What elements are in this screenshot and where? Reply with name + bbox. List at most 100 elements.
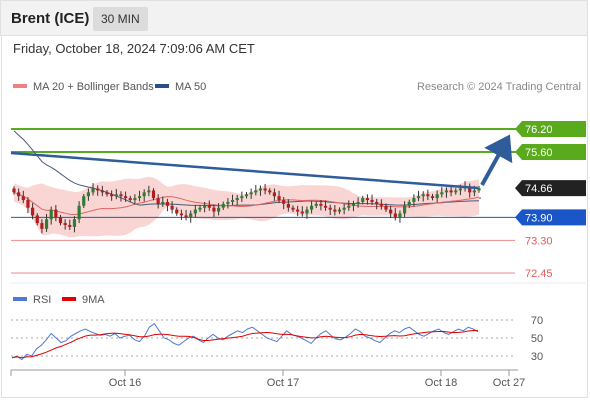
candle (12, 186, 16, 195)
candle (430, 193, 435, 201)
rsi-ma-line (11, 329, 479, 359)
candle (277, 190, 281, 204)
candle (440, 186, 444, 198)
candle (235, 195, 239, 206)
candle (291, 205, 295, 212)
candle (426, 189, 430, 201)
chart-timestamp: Friday, October 18, 2024 7:09:06 AM CET (13, 41, 255, 56)
instrument-title: Brent (ICE) (11, 10, 90, 27)
x-tick-label: Oct 27 (493, 377, 525, 389)
candle (398, 210, 402, 223)
candle (393, 208, 397, 221)
candle (403, 201, 407, 218)
candle (314, 201, 318, 209)
level-label-75-60: 75.60 (515, 144, 586, 161)
bollinger-band-fill (14, 176, 479, 238)
ma50-legend-label: MA 50 (175, 81, 206, 93)
candle (21, 190, 25, 204)
candle (137, 190, 142, 202)
candle (119, 191, 123, 202)
candle (151, 188, 156, 201)
candle (207, 200, 211, 211)
candle (221, 201, 225, 211)
ma50-line (13, 130, 480, 207)
candle (96, 185, 100, 196)
candle (258, 185, 263, 196)
candle (49, 206, 53, 225)
candle (421, 191, 425, 202)
candle (77, 201, 81, 224)
candle (342, 203, 346, 215)
level-value-text: 73.30 (525, 235, 553, 247)
candle (128, 195, 132, 203)
candle (323, 200, 328, 211)
candle (54, 205, 58, 222)
level-value-text: 75.60 (525, 147, 553, 159)
candle (319, 200, 323, 211)
candle (444, 187, 449, 198)
candle (230, 194, 235, 206)
candle (296, 205, 300, 217)
candle (40, 219, 44, 234)
candle (110, 190, 114, 201)
candle (272, 188, 276, 201)
candle (347, 200, 351, 211)
x-tick-label: Oct 17 (267, 377, 299, 389)
candle (58, 215, 63, 226)
candle (361, 195, 365, 205)
candle (389, 205, 393, 219)
level-value-text: 73.90 (525, 212, 553, 224)
candle (193, 205, 197, 218)
candle (268, 188, 272, 195)
rsi-gridlines (11, 319, 515, 357)
candle (217, 203, 221, 216)
rsi-legend-swatch (13, 297, 27, 301)
candle (379, 199, 383, 210)
candle (161, 196, 165, 207)
candle (244, 191, 249, 199)
candle (165, 198, 170, 212)
level-label-73-90: 73.90 (515, 209, 586, 226)
candle (35, 213, 39, 226)
candle (300, 206, 304, 217)
level-value-text: 76.20 (525, 124, 553, 136)
rsi-line (11, 322, 479, 361)
candle (198, 205, 202, 212)
candle (240, 191, 244, 202)
candle (179, 209, 183, 221)
credit-text: Research © 2024 Trading Central (417, 81, 581, 93)
ma20-line (13, 191, 480, 216)
level-label-72-45: 72.45 (525, 268, 553, 280)
candle (365, 194, 369, 205)
candle (26, 196, 30, 214)
candle (189, 210, 193, 223)
candle (477, 185, 481, 193)
candle (124, 191, 128, 202)
candle (407, 199, 411, 209)
rsi-tick-label: 70 (531, 315, 543, 327)
candle (156, 194, 160, 209)
candle (91, 183, 95, 196)
candle (17, 188, 21, 201)
candle (412, 194, 416, 207)
candle (142, 189, 146, 202)
interval-button[interactable]: 30 MIN (93, 7, 148, 31)
rsi-tick-labels: 70 50 30 (531, 315, 543, 363)
candle (356, 197, 360, 208)
candle (263, 183, 267, 195)
rsi-ma-legend-label: 9MA (82, 294, 105, 306)
candle (305, 206, 309, 219)
candle (351, 200, 356, 212)
candle (337, 207, 342, 214)
candle (86, 188, 90, 201)
ma20-legend-swatch (13, 84, 27, 88)
level-label-74-66: 74.66 (515, 180, 586, 197)
candle (468, 183, 472, 198)
candle (63, 219, 67, 230)
rsi-tick-label: 50 (531, 333, 543, 345)
candle (226, 198, 230, 209)
price-level-labels: 76.20 75.60 74.66 73.90 73.30 72.45 (515, 121, 586, 280)
projection-arrow (480, 134, 513, 186)
candle (254, 185, 258, 196)
candle (44, 213, 49, 232)
